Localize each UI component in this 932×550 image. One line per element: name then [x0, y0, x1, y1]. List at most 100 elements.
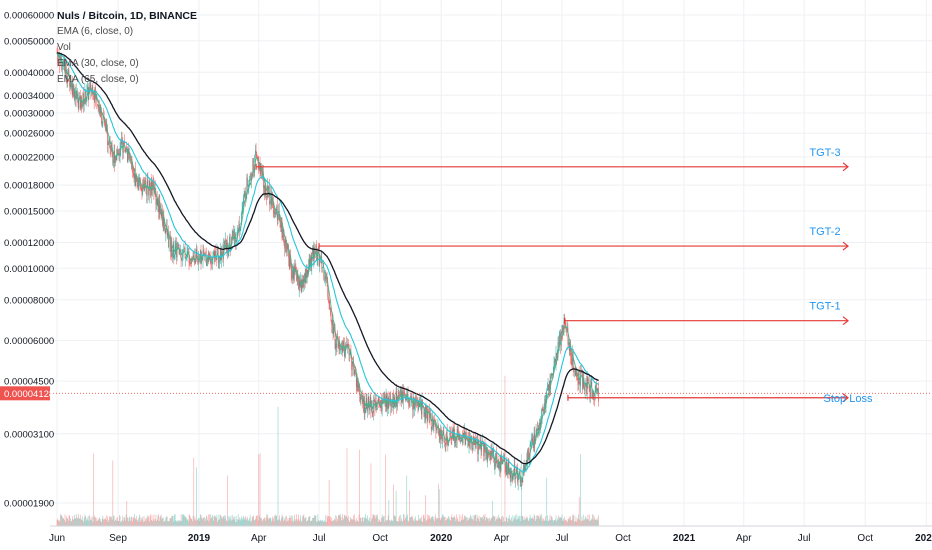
volume-bar	[81, 519, 82, 526]
price-axis[interactable]: 0.00060000 0.00050000 0.00040000 0.00034000…	[0, 11, 54, 510]
volume-bar	[319, 521, 321, 526]
candle-body	[499, 462, 500, 469]
indicator-vol[interactable]: Vol	[57, 42, 71, 53]
volume-bar	[553, 519, 555, 526]
x-tick-label: Oct	[857, 533, 873, 544]
volume-bar	[430, 517, 432, 526]
candle-body	[148, 187, 149, 196]
candle-body	[529, 444, 531, 454]
volume-bar	[150, 519, 152, 526]
candle-body	[160, 209, 162, 217]
volume-bar	[192, 515, 194, 526]
candle-body	[334, 328, 336, 349]
volume-bar	[193, 457, 195, 526]
volume-bar	[387, 519, 388, 526]
candle-body	[95, 94, 97, 99]
volume-bar	[123, 517, 125, 526]
volume-bar	[156, 521, 157, 526]
volume-bar	[105, 517, 106, 526]
candle-body	[403, 392, 405, 394]
volume-bar	[204, 517, 205, 526]
candle-body	[213, 252, 214, 256]
candle-body	[597, 388, 599, 390]
indicator-ema65[interactable]: EMA (65, close, 0)	[57, 74, 139, 85]
volume-bar	[305, 516, 307, 526]
current-price-badge	[0, 386, 50, 401]
candle-body	[544, 399, 546, 410]
candle-body	[239, 223, 240, 232]
candle-body	[295, 267, 297, 272]
volume-bar	[428, 515, 430, 526]
volume-bar	[417, 521, 418, 526]
candle-body	[238, 223, 240, 229]
candle-body	[185, 257, 187, 259]
candle-body	[493, 458, 495, 466]
volume-bar	[307, 520, 309, 526]
candle-body	[156, 198, 158, 205]
candle-body	[376, 403, 378, 407]
candle-body	[134, 168, 136, 186]
ema-lines	[56, 52, 599, 481]
candle-body	[527, 450, 529, 452]
volume-bar	[540, 516, 542, 526]
candle-body	[541, 416, 542, 421]
volume-bar	[141, 520, 143, 526]
candle-body	[367, 406, 368, 411]
candle-body	[328, 300, 330, 305]
volume-bar	[262, 521, 264, 526]
volume-bar	[221, 518, 223, 526]
volume-bar	[146, 515, 148, 526]
volume-bar	[299, 519, 301, 526]
candle-body	[584, 385, 586, 391]
candle-body	[590, 385, 591, 398]
volume-bar	[476, 520, 477, 526]
volume-bar	[339, 515, 341, 526]
candle-body	[152, 181, 154, 185]
volume-bar	[250, 521, 252, 526]
candle-body	[580, 372, 582, 374]
candle-body	[133, 173, 135, 180]
volume-bar	[410, 516, 412, 526]
volume-bar	[101, 521, 102, 526]
volume-bar	[67, 518, 69, 526]
volume-bar	[468, 519, 469, 526]
volume-bar	[462, 514, 463, 526]
indicator-ema6[interactable]: EMA (6, close, 0)	[57, 26, 134, 37]
volume-bar	[295, 518, 297, 526]
indicator-ema30[interactable]: EMA (30, close, 0)	[57, 58, 139, 69]
candle-body	[454, 441, 456, 443]
volume-bar	[363, 517, 365, 526]
volume-bar	[117, 517, 118, 526]
candle-body	[189, 263, 191, 264]
candle-body	[69, 81, 71, 87]
candle-body	[120, 144, 122, 148]
volume-bar	[304, 518, 305, 526]
volume-bar	[86, 517, 88, 526]
volume-bar	[580, 454, 581, 526]
candle-body	[119, 155, 120, 156]
candle-body	[233, 230, 234, 240]
volume-bar	[371, 517, 373, 526]
candle-body	[173, 244, 175, 258]
candle-body	[198, 259, 200, 261]
time-axis[interactable]: Jun Sep 2019 Apr Jul Oct 2020 Apr Jul Oct 2021 Apr J…	[49, 525, 932, 544]
volume-bar	[500, 519, 502, 526]
volume-bar	[113, 515, 114, 526]
candle-body	[219, 249, 221, 260]
candle-body	[579, 383, 581, 386]
volume-bar	[424, 518, 426, 526]
candle-body	[155, 192, 157, 205]
candle-body	[236, 237, 238, 241]
volume-bar	[404, 519, 406, 526]
volume-bar	[215, 516, 216, 526]
volume-bar	[424, 495, 426, 526]
volume-bar	[495, 520, 497, 526]
candle-body	[81, 103, 83, 109]
candle-body	[82, 93, 84, 104]
volume-bar	[302, 515, 304, 526]
volume-bar	[418, 514, 420, 526]
volume-bar	[232, 519, 234, 526]
volume-bar	[529, 517, 530, 526]
target-lines: TGT-3 TGT-2 TGT-1 Stop Loss	[50, 147, 932, 405]
